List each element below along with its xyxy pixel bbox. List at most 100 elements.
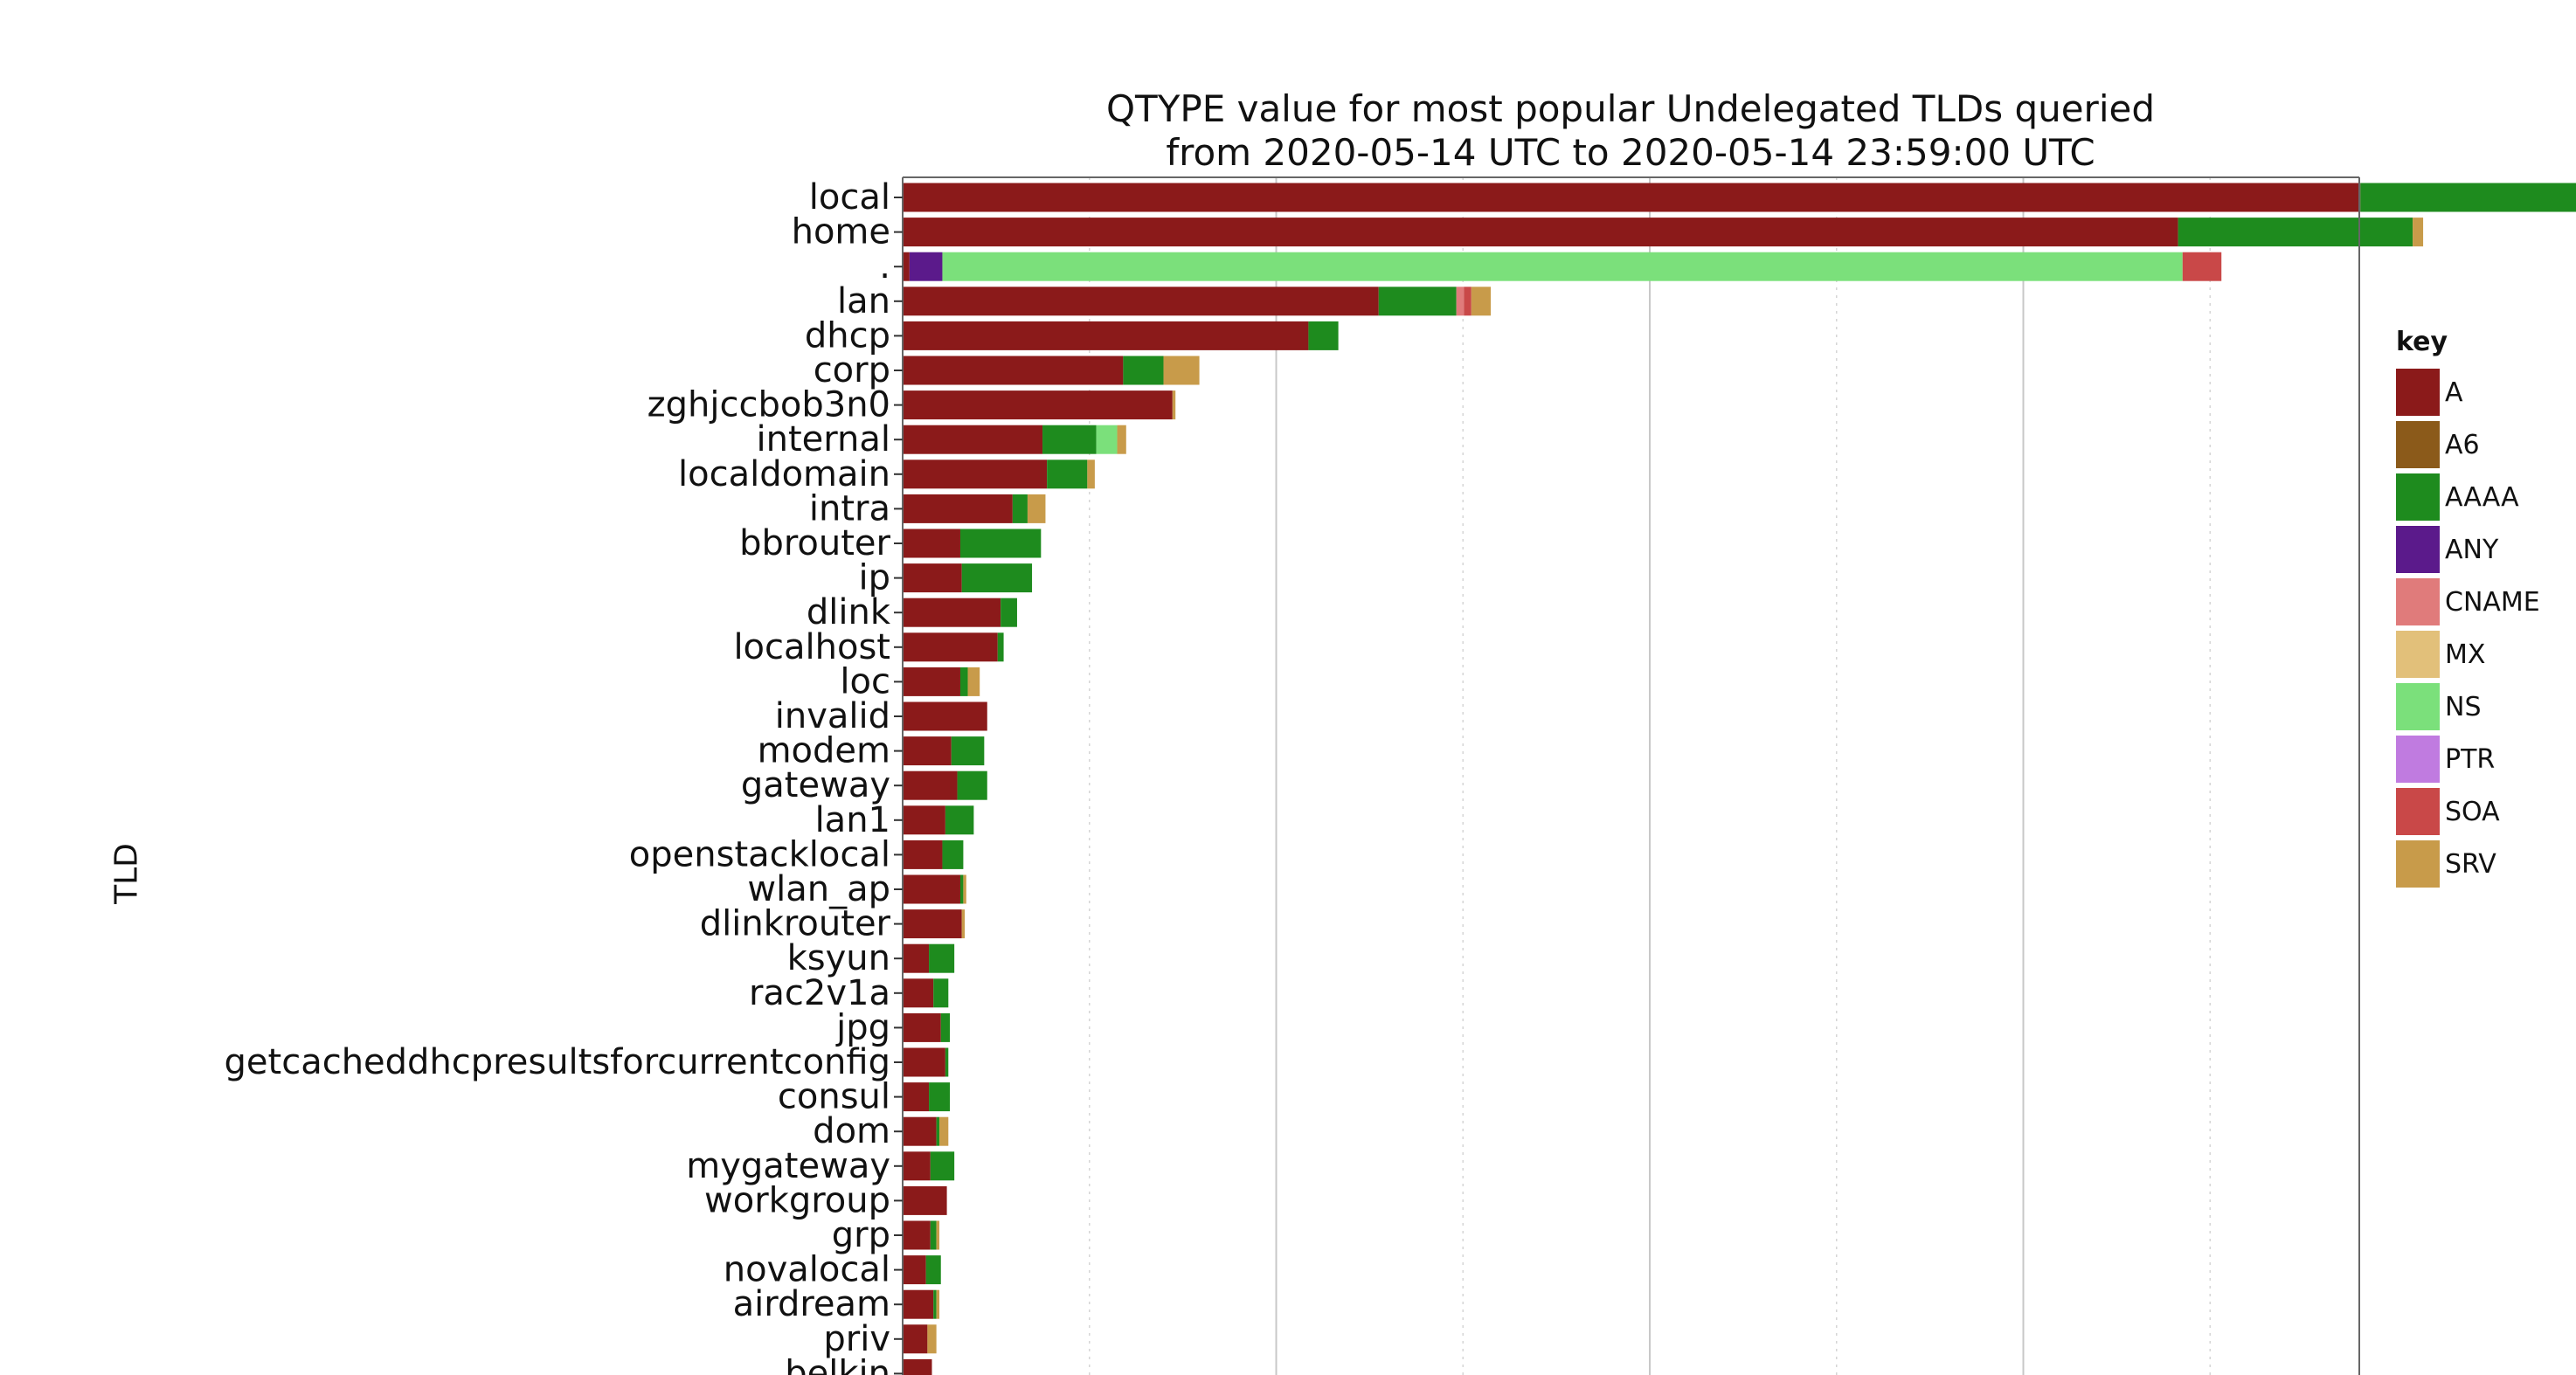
y-tick-label: invalid [775,696,890,736]
chart-title-line-2: from 2020-05-14 UTC to 2020-05-14 23:59:… [1166,131,2095,174]
legend-swatch [2396,631,2440,678]
bar-segment-srv [1117,425,1126,454]
legend-swatch [2396,683,2440,730]
bar-segment-aaaa [2360,183,2576,212]
y-tick-label: bbrouter [739,523,890,563]
bar-segment-a [904,805,945,835]
bar-segment-a [904,563,962,593]
y-tick-label: getcacheddhcpresultsforcurrentconfig [225,1042,890,1082]
y-tick-label: priv [823,1319,890,1359]
bar-segment-a [904,425,1043,454]
bar-segment-a [904,736,952,766]
legend-swatch [2396,840,2440,888]
y-tick-label: loc [840,661,890,701]
bar-segment-soa [1464,287,1472,316]
bar-segment-a [904,1082,930,1112]
bar-segment-srv [961,909,966,939]
y-tick-label: ip [858,558,890,598]
bar-segment-a [904,667,960,696]
legend-label: NS [2445,691,2482,722]
legend-item: A [2396,366,2540,418]
y-tick-label: consul [778,1077,890,1117]
bar-segment-a [904,494,1013,523]
bars-layer [904,183,2576,1375]
bar-segment-aaaa [961,563,1033,593]
legend-swatch [2396,578,2440,625]
bar-segment-a [904,1289,934,1319]
legend-label: AAAA [2445,481,2519,513]
bar-segment-srv [927,1324,937,1354]
legend-swatch [2396,736,2440,783]
legend-item: SRV [2396,838,2540,890]
bar-segment-a [904,874,960,904]
bar-segment-a [904,1358,932,1375]
bar-segment-aaaa [940,1012,951,1042]
bar-segment-aaaa [942,840,964,869]
legend-label: SRV [2445,848,2496,880]
bar-segment-a [904,252,910,281]
legend-item: PTR [2396,733,2540,785]
y-tick-label: jpg [835,1007,890,1047]
bar-segment-srv [936,1289,940,1319]
bar-segment-a [904,321,1309,350]
legend-label: A6 [2445,429,2480,460]
bar-segment-aaaa [1001,598,1017,627]
bar-segment-a [904,1047,945,1077]
y-tick-label: internal [757,419,890,459]
legend-item: AAAA [2396,471,2540,523]
bar-segment-a [904,529,960,558]
y-tick-label: localdomain [678,454,890,494]
y-tick-label: workgroup [704,1180,890,1220]
legend-item: SOA [2396,785,2540,838]
legend: key A A6 AAAA ANY CNAME MX NS PTR SOA SRV [2396,327,2540,890]
bar-segment-a [904,390,1173,420]
axis-layer: localhome.landhcpcorpzghjccbob3n0interna… [225,176,2360,1375]
bar-segment-a [904,598,1001,627]
legend-swatch [2396,526,2440,573]
bar-segment-aaaa [2178,218,2413,247]
bar-segment-srv [939,1116,949,1146]
bar-segment-aaaa [929,943,955,973]
y-tick-label: . [879,246,890,287]
grid-layer [1089,177,2211,1375]
legend-item: MX [2396,628,2540,681]
bar-segment-aaaa [933,978,949,1008]
bar-segment-srv [963,874,966,904]
bar-segment-a [904,287,1379,316]
bar-segment-a [904,632,998,662]
legend-item: NS [2396,681,2540,733]
y-tick-label: home [792,212,890,252]
bar-segment-aaaa [951,736,985,766]
bar-segment-a [904,1220,931,1250]
bar-segment-any [909,252,943,281]
bar-segment-aaaa [959,667,968,696]
bar-segment-soa [2182,252,2222,281]
chart-title-line-1: QTYPE value for most popular Undelegated… [1106,87,2155,130]
legend-label: ANY [2445,534,2499,565]
bar-segment-srv [1172,390,1176,420]
legend-label: CNAME [2445,586,2540,618]
bar-segment-a [904,770,958,800]
bar-segment-a [904,1255,926,1285]
bar-segment-srv [936,1220,940,1250]
bar-segment-aaaa [933,1289,937,1319]
y-tick-label: gateway [741,765,890,805]
y-tick-label: dlinkrouter [700,904,891,944]
bar-segment-aaaa [957,770,987,800]
y-tick-label: dom [813,1111,890,1151]
bar-segment-a [904,909,962,939]
y-tick-label: lan1 [815,800,890,840]
y-tick-label: grp [832,1215,890,1255]
bar-segment-aaaa [997,632,1004,662]
bar-segment-srv [967,667,980,696]
y-tick-label: openstacklocal [629,834,890,874]
bar-segment-a [904,701,987,731]
bar-segment-ns [942,252,2183,281]
y-tick-label: localhost [733,627,890,667]
legend-title: key [2396,327,2448,357]
bar-segment-aaaa [1047,459,1088,489]
y-tick-label: dhcp [805,315,890,356]
bar-segment-aaaa [945,1047,949,1077]
legend-label: MX [2445,639,2486,670]
bar-segment-aaaa [959,874,964,904]
